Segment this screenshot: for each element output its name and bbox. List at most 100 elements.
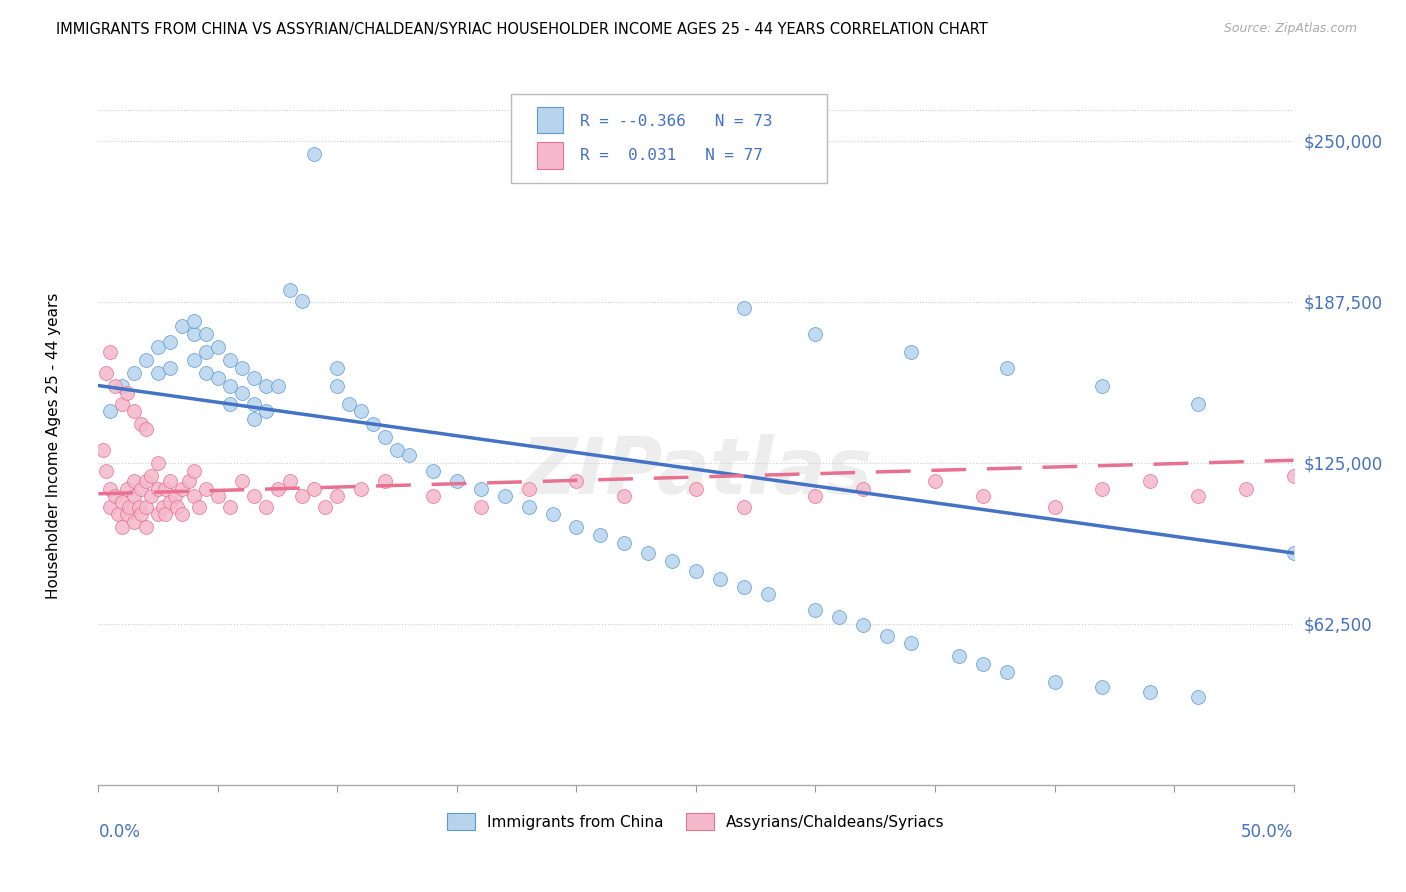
- Point: [541, 508, 564, 522]
- Bar: [537, 142, 564, 169]
- Point: [326, 360, 349, 375]
- Point: [135, 474, 157, 488]
- Point: [315, 500, 337, 514]
- Point: [924, 474, 946, 488]
- Point: [135, 520, 157, 534]
- Point: [104, 489, 127, 503]
- Point: [804, 326, 827, 341]
- Point: [565, 520, 588, 534]
- Point: [446, 474, 468, 488]
- Text: ZIPatlas: ZIPatlas: [520, 434, 872, 510]
- Point: [148, 366, 170, 380]
- Point: [1282, 468, 1305, 483]
- Point: [278, 283, 301, 297]
- Text: IMMIGRANTS FROM CHINA VS ASSYRIAN/CHALDEAN/SYRIAC HOUSEHOLDER INCOME AGES 25 - 4: IMMIGRANTS FROM CHINA VS ASSYRIAN/CHALDE…: [56, 22, 988, 37]
- Text: R = --0.366   N = 73: R = --0.366 N = 73: [581, 114, 772, 128]
- Point: [972, 489, 994, 503]
- Point: [187, 500, 209, 514]
- Point: [98, 482, 122, 496]
- Point: [948, 649, 970, 664]
- Point: [172, 319, 194, 334]
- Point: [231, 474, 253, 488]
- Point: [148, 340, 170, 354]
- Point: [804, 489, 827, 503]
- Point: [1043, 674, 1066, 689]
- Point: [94, 366, 117, 380]
- Point: [195, 326, 218, 341]
- Point: [172, 482, 194, 496]
- Point: [852, 482, 875, 496]
- Point: [1187, 396, 1209, 410]
- Point: [91, 442, 114, 457]
- Point: [398, 448, 420, 462]
- Point: [254, 404, 277, 418]
- Point: [131, 417, 153, 432]
- Point: [159, 474, 181, 488]
- Point: [243, 371, 266, 385]
- Bar: [537, 107, 564, 133]
- Point: [131, 508, 153, 522]
- Point: [219, 396, 242, 410]
- Point: [159, 334, 181, 349]
- Point: [900, 345, 922, 359]
- Text: R =  0.031   N = 77: R = 0.031 N = 77: [581, 148, 763, 163]
- Point: [254, 500, 277, 514]
- Point: [363, 417, 385, 432]
- Point: [852, 618, 875, 632]
- Point: [231, 360, 253, 375]
- Point: [613, 535, 636, 549]
- Point: [1091, 680, 1114, 694]
- Point: [422, 489, 444, 503]
- Point: [995, 665, 1018, 679]
- Point: [326, 378, 349, 392]
- Point: [302, 146, 325, 161]
- Point: [183, 489, 205, 503]
- Point: [207, 371, 229, 385]
- Point: [1139, 685, 1161, 699]
- Point: [1282, 546, 1305, 560]
- Point: [115, 508, 138, 522]
- Point: [111, 494, 134, 508]
- Point: [900, 636, 922, 650]
- Point: [183, 314, 205, 328]
- Point: [302, 482, 325, 496]
- Point: [517, 482, 540, 496]
- Point: [104, 378, 127, 392]
- Point: [1091, 482, 1114, 496]
- Point: [972, 657, 994, 671]
- Point: [111, 520, 134, 534]
- Point: [1091, 378, 1114, 392]
- Point: [995, 360, 1018, 375]
- Point: [155, 482, 177, 496]
- Point: [172, 508, 194, 522]
- Point: [163, 489, 186, 503]
- Point: [1139, 474, 1161, 488]
- Point: [733, 301, 755, 316]
- Point: [148, 456, 170, 470]
- Point: [159, 494, 181, 508]
- Point: [207, 489, 229, 503]
- Point: [135, 352, 157, 367]
- Point: [115, 386, 138, 401]
- Point: [278, 474, 301, 488]
- Point: [374, 474, 396, 488]
- Text: 50.0%: 50.0%: [1241, 823, 1294, 841]
- Point: [118, 500, 141, 514]
- Point: [267, 378, 290, 392]
- Point: [94, 464, 117, 478]
- Point: [179, 474, 201, 488]
- Point: [422, 464, 444, 478]
- Point: [139, 489, 162, 503]
- Point: [326, 489, 349, 503]
- Point: [733, 580, 755, 594]
- Point: [183, 352, 205, 367]
- Point: [828, 610, 851, 624]
- Point: [135, 422, 157, 436]
- Point: [385, 442, 409, 457]
- Point: [124, 489, 146, 503]
- Text: Source: ZipAtlas.com: Source: ZipAtlas.com: [1223, 22, 1357, 36]
- Point: [243, 396, 266, 410]
- Point: [219, 500, 242, 514]
- Text: Householder Income Ages 25 - 44 years: Householder Income Ages 25 - 44 years: [46, 293, 60, 599]
- Point: [148, 482, 170, 496]
